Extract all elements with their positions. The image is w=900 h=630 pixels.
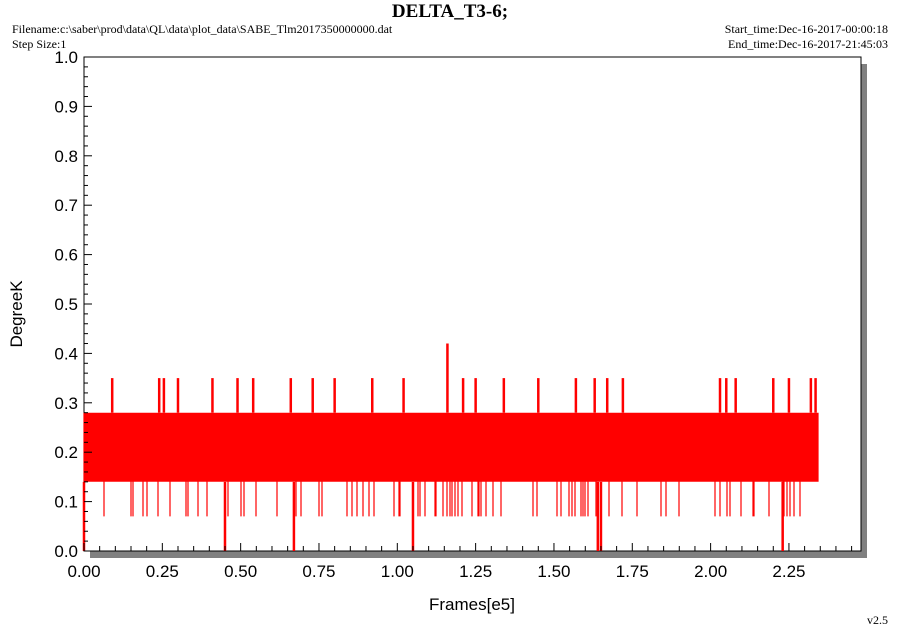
x-tick-label: 1.50	[537, 562, 570, 581]
x-axis-label: Frames[e5]	[429, 595, 515, 614]
y-axis-label: DegreeK	[7, 280, 26, 348]
end-time-label: End_time:Dec-16-2017-21:45:03	[728, 37, 888, 51]
x-tick-label: 0.00	[67, 562, 100, 581]
series-band	[83, 412, 819, 517]
version-label: v2.5	[867, 613, 888, 627]
filename-label: Filename:c:\saber\prod\data\QL\data\plot…	[12, 22, 393, 36]
axis-layer: 0.0 0.1 0.2 0.3 0.4 0.5 0.6 0.7 0.8 0.9 1.0 0.00 0.2…	[54, 48, 853, 581]
y-tick-label: 0.7	[54, 196, 78, 215]
start-time-label: Start_time:Dec-16-2017-00:00:18	[724, 22, 888, 36]
y-tick-label: 1.0	[54, 48, 78, 67]
x-tick-label: 2.00	[694, 562, 727, 581]
x-tick-label: 0.75	[302, 562, 335, 581]
y-tick-label: 0.2	[54, 443, 78, 462]
y-tick-label: 0.8	[54, 147, 78, 166]
y-tick-label: 0.3	[54, 394, 78, 413]
y-tick-label: 0.0	[54, 542, 78, 561]
y-tick-label: 0.1	[54, 493, 78, 512]
y-tick-label: 0.9	[54, 97, 78, 116]
series-layer	[82, 343, 819, 551]
x-tick-label: 2.25	[772, 562, 805, 581]
y-tick-label: 0.6	[54, 246, 78, 265]
x-tick-label: 0.25	[146, 562, 179, 581]
chart-title: DELTA_T3-6;	[391, 1, 509, 22]
x-tick-label: 1.00	[381, 562, 414, 581]
x-tick-label: 0.50	[224, 562, 257, 581]
step-size-label: Step Size:1	[12, 37, 67, 51]
y-tick-label: 0.4	[54, 344, 78, 363]
x-tick-label: 1.75	[616, 562, 649, 581]
x-tick-label: 1.25	[459, 562, 492, 581]
y-tick-label: 0.5	[54, 295, 78, 314]
